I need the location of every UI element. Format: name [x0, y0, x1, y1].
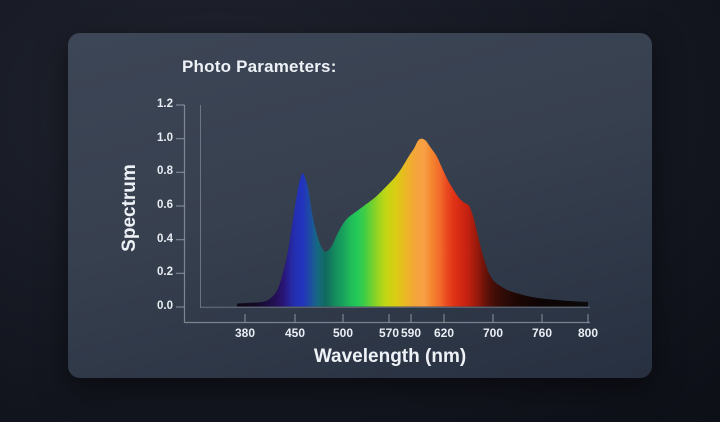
y-tick-label: 1.0 — [157, 131, 173, 144]
x-tick-label: 760 — [531, 326, 553, 340]
x-tick-label: 700 — [482, 326, 504, 340]
x-tick-label: 500 — [332, 326, 354, 340]
x-tick-label: 570 — [378, 326, 400, 340]
x-tick-label: 620 — [433, 326, 455, 340]
y-tick-label: 0.4 — [157, 232, 173, 245]
x-tick-label: 800 — [577, 326, 599, 340]
chart-title: Photo Parameters: — [182, 57, 337, 76]
x-tick-label: 450 — [284, 326, 306, 340]
x-tick-label: 380 — [234, 326, 256, 340]
y-tick-label: 0.0 — [157, 300, 173, 312]
x-tick-label: 590 — [400, 326, 422, 340]
y-tick-label: 0.2 — [157, 266, 173, 279]
x-axis-title: Wavelength (nm) — [313, 346, 467, 367]
y-tick-label: 1.2 — [157, 98, 173, 110]
y-tick-label: 0.6 — [157, 199, 173, 211]
y-tick-label: 0.8 — [157, 165, 173, 178]
